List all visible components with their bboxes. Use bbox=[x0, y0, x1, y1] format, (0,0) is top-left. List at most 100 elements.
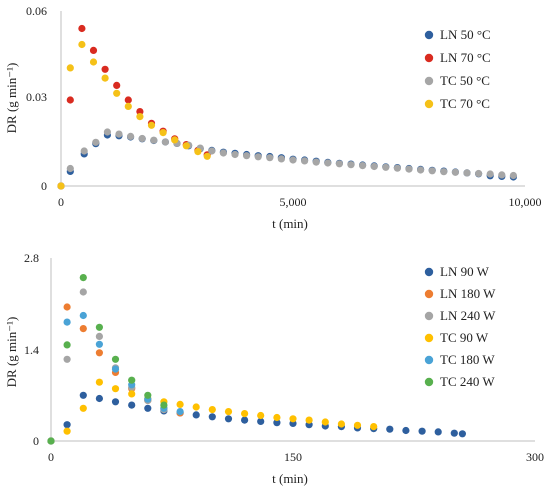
data-point bbox=[192, 403, 200, 411]
data-point bbox=[95, 323, 103, 331]
data-point bbox=[176, 408, 184, 416]
data-point bbox=[128, 390, 136, 398]
x-tick-label: 0 bbox=[58, 195, 64, 209]
legend-marker bbox=[424, 53, 434, 63]
data-point bbox=[78, 40, 86, 49]
legend-marker bbox=[424, 355, 434, 365]
legend-marker bbox=[424, 99, 434, 109]
data-point bbox=[208, 147, 216, 155]
legend: LN 50 °C LN 70 °C TC 50 °C TC 70 °C bbox=[424, 27, 491, 111]
data-point bbox=[321, 418, 329, 426]
data-point bbox=[124, 102, 132, 110]
data-point bbox=[89, 58, 98, 66]
data-point bbox=[509, 171, 517, 180]
legend: LN 90 W LN 180 W LN 240 W TC 90 W TC 180… bbox=[424, 264, 496, 389]
data-point bbox=[176, 400, 184, 408]
data-point bbox=[266, 154, 274, 162]
data-point bbox=[224, 415, 233, 423]
data-point bbox=[203, 152, 211, 160]
legend-label: TC 90 W bbox=[440, 330, 489, 345]
data-points bbox=[57, 24, 517, 190]
data-point bbox=[254, 153, 262, 161]
data-point bbox=[440, 168, 448, 176]
legend-label: LN 50 °C bbox=[440, 27, 491, 42]
data-point bbox=[428, 167, 436, 175]
data-point bbox=[386, 425, 394, 433]
data-point bbox=[160, 401, 168, 409]
data-point bbox=[111, 355, 120, 363]
data-point bbox=[458, 430, 466, 438]
data-point bbox=[115, 130, 123, 138]
data-point bbox=[127, 132, 135, 140]
data-point bbox=[79, 391, 87, 399]
data-point bbox=[243, 152, 251, 160]
data-point bbox=[337, 420, 345, 428]
data-point bbox=[63, 355, 71, 363]
data-point bbox=[486, 170, 494, 178]
data-point bbox=[47, 437, 55, 445]
data-point bbox=[219, 149, 227, 157]
data-point bbox=[450, 429, 458, 437]
data-point bbox=[111, 365, 120, 373]
legend-label: LN 90 W bbox=[440, 264, 490, 279]
y-axis-label: DR (g min⁻¹) bbox=[4, 317, 19, 388]
data-point bbox=[393, 164, 401, 172]
data-point bbox=[95, 349, 103, 357]
data-point bbox=[79, 274, 87, 282]
data-point bbox=[95, 332, 103, 340]
data-point bbox=[79, 311, 87, 320]
data-point bbox=[136, 108, 144, 116]
data-point bbox=[301, 157, 309, 165]
data-point bbox=[231, 150, 239, 159]
data-point bbox=[66, 64, 74, 72]
data-point bbox=[79, 404, 87, 412]
data-point bbox=[79, 288, 87, 296]
data-point bbox=[147, 121, 156, 129]
data-point bbox=[113, 89, 121, 97]
data-point bbox=[241, 410, 249, 418]
data-point bbox=[277, 155, 285, 163]
y-tick-label: 2.8 bbox=[24, 251, 39, 265]
data-point bbox=[136, 113, 144, 121]
data-point bbox=[434, 428, 442, 436]
legend-marker bbox=[424, 377, 434, 387]
data-point bbox=[418, 427, 426, 435]
data-point bbox=[208, 406, 216, 414]
data-point bbox=[79, 325, 87, 333]
data-point bbox=[80, 147, 88, 155]
y-tick-label: 0.06 bbox=[26, 4, 47, 18]
data-point bbox=[63, 303, 71, 311]
data-point bbox=[144, 404, 152, 412]
legend-marker bbox=[424, 311, 434, 321]
legend-label: LN 180 W bbox=[440, 286, 496, 301]
data-point bbox=[370, 423, 378, 431]
data-point bbox=[150, 136, 158, 144]
data-point bbox=[101, 74, 109, 82]
data-point bbox=[273, 413, 281, 422]
data-point bbox=[289, 415, 297, 423]
data-point bbox=[335, 160, 343, 168]
data-point bbox=[273, 419, 281, 427]
data-point bbox=[101, 65, 109, 73]
data-point bbox=[111, 385, 120, 393]
x-axis-label: t (min) bbox=[272, 216, 308, 231]
data-point bbox=[66, 164, 74, 173]
x-tick-label: 150 bbox=[284, 450, 302, 464]
legend-marker bbox=[424, 76, 434, 86]
data-point bbox=[417, 166, 425, 174]
data-point bbox=[57, 182, 65, 190]
data-point bbox=[159, 129, 167, 137]
data-point bbox=[194, 148, 202, 156]
data-point bbox=[113, 81, 121, 89]
data-point bbox=[353, 421, 362, 429]
data-point bbox=[498, 171, 506, 179]
data-point bbox=[63, 341, 71, 349]
data-point bbox=[451, 168, 459, 176]
data-point bbox=[405, 165, 413, 173]
data-point bbox=[144, 391, 152, 399]
data-point bbox=[161, 138, 169, 146]
data-point bbox=[370, 162, 378, 171]
legend-label: TC 70 °C bbox=[440, 96, 490, 111]
data-point bbox=[312, 158, 320, 166]
